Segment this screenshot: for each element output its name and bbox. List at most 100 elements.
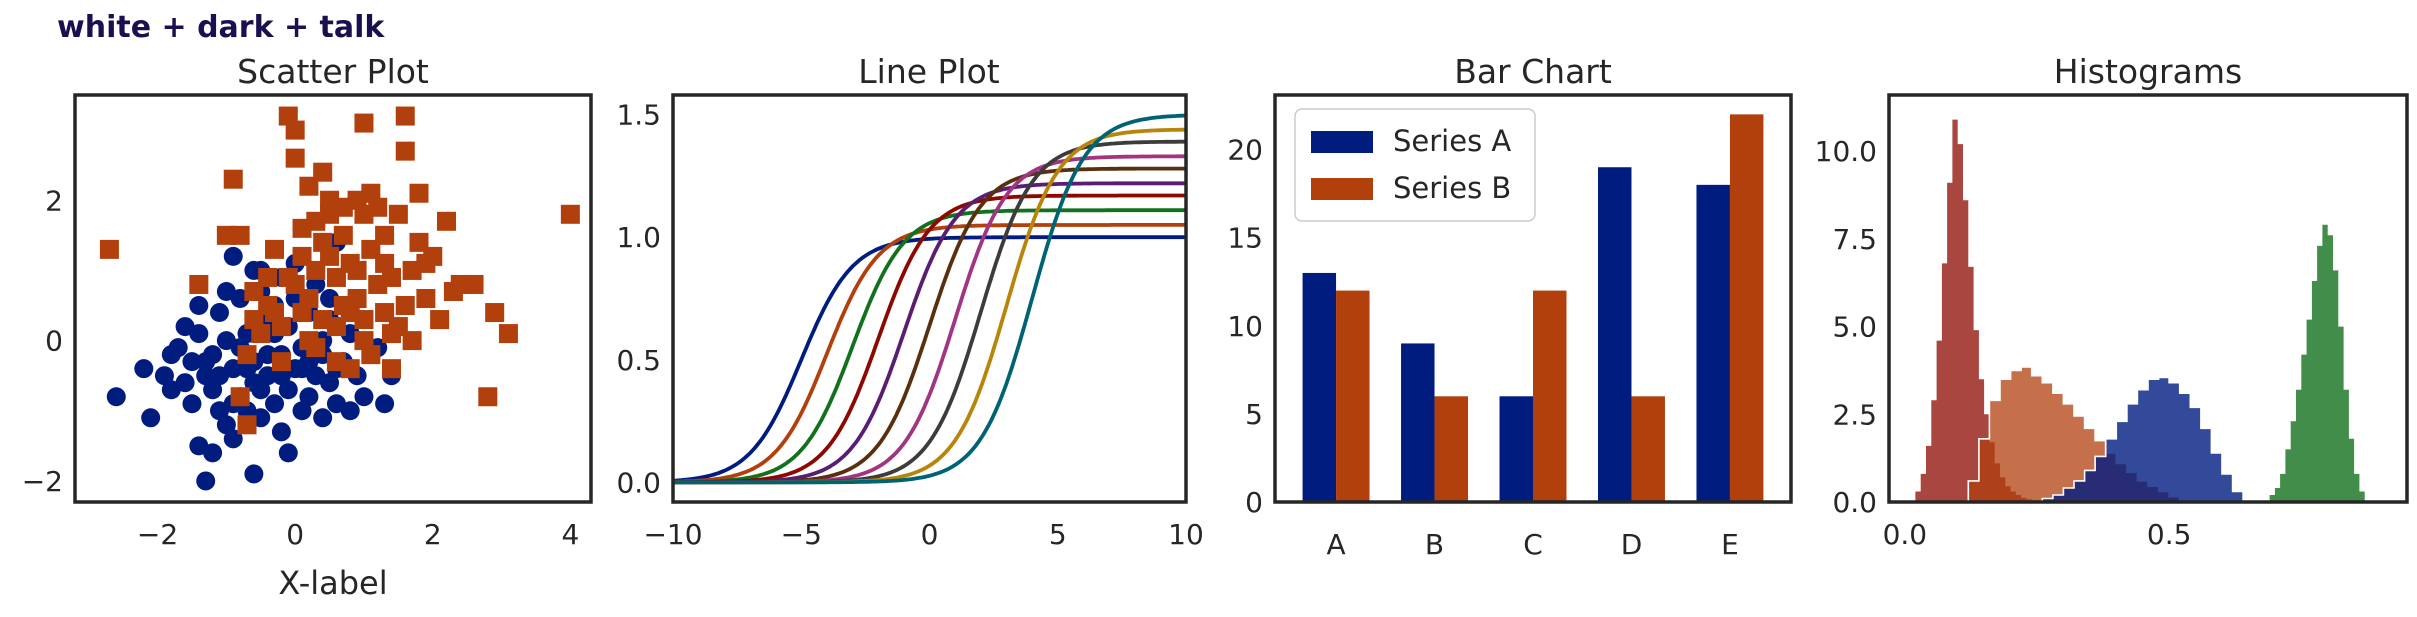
- scatter-square: [375, 253, 395, 273]
- line-series: [673, 139, 1186, 485]
- scatter-point: [175, 317, 195, 337]
- scatter-title: Scatter Plot: [237, 52, 429, 91]
- scatter-xlabel: X-label: [278, 564, 387, 602]
- bar: [1696, 184, 1730, 502]
- scatter-square: [265, 239, 285, 259]
- scatter-square: [416, 289, 436, 308]
- scatter-square: [313, 162, 333, 182]
- scatter-point: [196, 366, 216, 386]
- scatter-square: [258, 267, 278, 287]
- scatter-point: [196, 471, 216, 491]
- bar-panel: Bar Chart 0 5 10 15 20 A B C D E Series A Series B: [1227, 52, 1793, 561]
- scatter-square: [354, 113, 374, 133]
- scatter-square: [333, 197, 353, 217]
- scatter-point: [340, 401, 360, 421]
- line-title: Line Plot: [858, 52, 1000, 91]
- bar-ytick-label: 20: [1227, 134, 1263, 167]
- scatter-square: [271, 317, 291, 337]
- line-xtick-label: 5: [1049, 518, 1067, 551]
- bar-category-label: E: [1721, 528, 1739, 561]
- bar-legend-label: Series B: [1393, 171, 1511, 205]
- scatter-point: [216, 415, 236, 435]
- scatter-square: [395, 296, 415, 316]
- bar-ytick-label: 15: [1227, 222, 1263, 255]
- scatter-square: [237, 345, 257, 365]
- bar-legend-swatch: [1311, 131, 1373, 153]
- scatter-square: [189, 274, 209, 294]
- scatter-square: [244, 310, 264, 330]
- scatter-square: [320, 246, 340, 266]
- histogram-series: [1915, 119, 2037, 502]
- scatter-xtick-label: 4: [561, 518, 579, 551]
- bar-frame: [1273, 93, 1793, 504]
- scatter-point: [182, 352, 202, 372]
- line-series-group: [673, 113, 1186, 485]
- line-xtick-label: −5: [781, 518, 822, 551]
- bar: [1631, 396, 1665, 502]
- histogram-series: [2269, 224, 2365, 502]
- bar: [1533, 290, 1567, 502]
- scatter-square: [388, 204, 408, 224]
- scatter-point: [168, 338, 188, 358]
- line-series: [673, 154, 1186, 485]
- scatter-ytick-label: 2: [45, 184, 63, 217]
- line-xtick-label: 10: [1168, 518, 1204, 551]
- scatter-point: [375, 394, 395, 414]
- scatter-point: [223, 246, 243, 266]
- scatter-square: [464, 274, 484, 294]
- scatter-point: [278, 380, 298, 400]
- line-panel: Line Plot 0.0 0.5 1.0 1.5 −10 −5 0 5 10: [616, 52, 1203, 551]
- scatter-square: [361, 183, 381, 203]
- line-ytick-label: 0.5: [616, 344, 661, 377]
- scatter-point: [203, 380, 223, 400]
- bar: [1401, 343, 1435, 502]
- histogram-ytick-label: 5.0: [1832, 311, 1877, 344]
- scatter-square: [437, 211, 457, 231]
- scatter-point: [354, 387, 374, 407]
- scatter-square: [498, 324, 518, 344]
- bar-category-label: C: [1523, 528, 1543, 561]
- histogram-frame: [1887, 93, 2409, 504]
- histogram-bars-group: [1915, 119, 2365, 502]
- scatter-square: [375, 225, 395, 245]
- scatter-square: [299, 331, 319, 351]
- scatter-point: [106, 387, 126, 407]
- scatter-point: [265, 394, 285, 414]
- scatter-xtick-label: 0: [286, 518, 304, 551]
- scatter-square: [381, 324, 401, 344]
- scatter-square: [285, 120, 305, 140]
- scatter-point: [134, 359, 154, 379]
- scatter-square: [285, 274, 305, 294]
- scatter-square: [409, 183, 429, 203]
- line-ytick-label: 1.0: [616, 221, 661, 254]
- scatter-ytick-label: −2: [22, 465, 63, 498]
- histogram-ytick-label: 2.5: [1832, 398, 1877, 431]
- bar: [1434, 396, 1469, 502]
- scatter-point: [313, 408, 333, 428]
- scatter-point: [251, 380, 271, 400]
- scatter-square: [340, 303, 360, 323]
- scatter-square: [395, 106, 415, 126]
- histogram-title: Histograms: [2054, 52, 2242, 91]
- scatter-point: [278, 443, 298, 463]
- scatter-square: [395, 141, 415, 161]
- scatter-panel: Scatter Plot X-label −2 0 2 −2 0 2 4: [22, 52, 593, 602]
- scatter-square: [347, 260, 367, 280]
- scatter-square: [478, 387, 498, 407]
- histogram-series: [2041, 376, 2244, 502]
- scatter-square: [381, 359, 401, 379]
- line-ytick-label: 1.5: [616, 99, 661, 132]
- scatter-square: [237, 415, 257, 435]
- bar-category-label: A: [1326, 528, 1345, 561]
- line-xtick-label: −10: [643, 518, 702, 551]
- line-series: [673, 166, 1186, 485]
- scatter-square: [306, 211, 326, 231]
- scatter-square: [560, 204, 580, 224]
- bar: [1597, 167, 1632, 502]
- scatter-point: [320, 373, 340, 393]
- scatter-point: [292, 401, 312, 421]
- scatter-square: [230, 225, 250, 245]
- histogram-xtick-label: 0.5: [2147, 518, 2192, 551]
- scatter-point: [182, 394, 202, 414]
- scatter-square: [402, 331, 422, 351]
